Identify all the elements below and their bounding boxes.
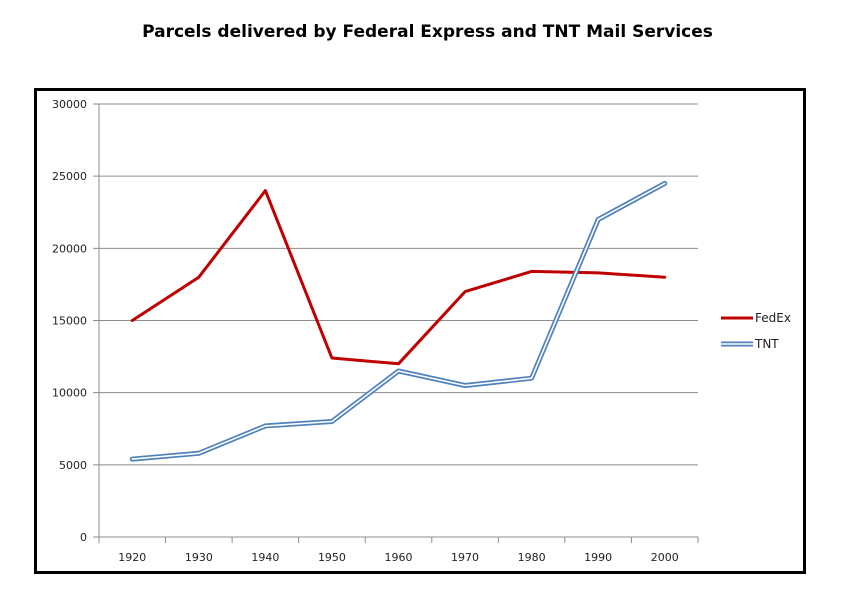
axes <box>93 104 699 543</box>
series-line-fedex <box>130 189 667 366</box>
gridlines <box>93 103 698 466</box>
x-tick-label: 1950 <box>318 551 346 564</box>
y-tick-label: 30000 <box>52 98 87 111</box>
y-tick-label: 15000 <box>52 315 87 328</box>
series-line-tnt <box>129 180 668 462</box>
chart-title: Parcels delivered by Federal Express and… <box>142 22 713 42</box>
y-tick-label: 25000 <box>52 170 87 183</box>
x-tick-label: 2000 <box>651 551 679 564</box>
x-tick-label: 1980 <box>518 551 546 564</box>
x-tick-label: 1970 <box>451 551 479 564</box>
legend-label-tnt: TNT <box>754 337 779 351</box>
y-tick-label: 0 <box>80 531 87 544</box>
legend: FedEx TNT <box>721 311 791 351</box>
x-tick-label: 1920 <box>118 551 146 564</box>
x-tick-label: 1930 <box>185 551 213 564</box>
x-tick-label: 1960 <box>385 551 413 564</box>
series-lines <box>129 180 668 462</box>
y-tick-label: 20000 <box>52 242 87 255</box>
x-tick-label: 1990 <box>584 551 612 564</box>
x-tick-label: 1940 <box>251 551 279 564</box>
y-tick-label: 10000 <box>52 387 87 400</box>
chart-frame <box>34 88 806 574</box>
y-tick-label: 5000 <box>59 459 87 472</box>
y-axis-tick-labels: 0 5000 10000 15000 20000 25000 30000 <box>52 98 87 544</box>
x-axis-tick-labels: 1920 1930 1940 1950 1960 1970 1980 1990 2000 <box>118 551 678 564</box>
series-line-tnt-inner <box>131 182 666 460</box>
legend-label-fedex: FedEx <box>755 311 791 325</box>
